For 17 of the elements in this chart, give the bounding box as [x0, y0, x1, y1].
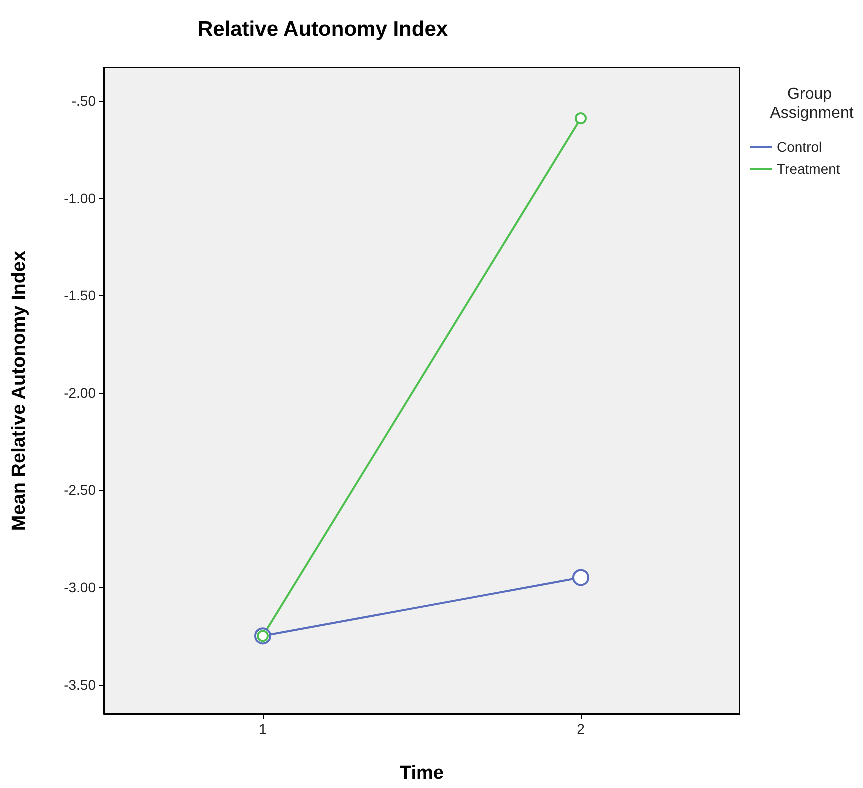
y-tick-label: -3.00 — [64, 580, 96, 596]
y-tick-label: -.50 — [72, 93, 96, 110]
legend-label: Treatment — [777, 161, 840, 177]
y-tick-label: -3.50 — [64, 676, 96, 693]
point — [572, 569, 590, 586]
y-tick-label: -1.00 — [64, 190, 96, 206]
legend-title: Group Assignment — [770, 86, 854, 122]
y-tick-label: -2.50 — [64, 482, 96, 498]
x-tick-label: 1 — [259, 721, 268, 737]
chart-title: Relative Autonomy Index — [198, 18, 448, 41]
x-axis-title: Time — [400, 763, 444, 784]
y-axis-title: Mean Relative Autonomy Index — [9, 250, 30, 532]
y-tick-label: -2.00 — [64, 384, 96, 401]
y-tick-label: -1.50 — [64, 288, 96, 304]
legend-label: Control — [777, 139, 822, 155]
point — [575, 112, 587, 125]
x-tick-label: 2 — [577, 721, 586, 737]
